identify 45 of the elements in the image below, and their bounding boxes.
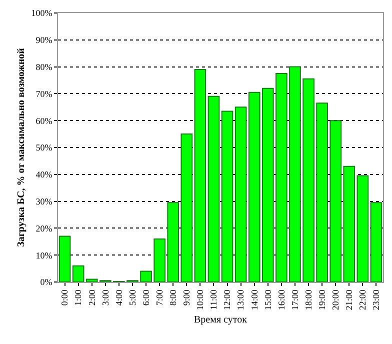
x-tick-label: 9:00 <box>182 289 192 306</box>
x-tick-label: 22:00 <box>358 289 368 310</box>
y-tick-label: 100% <box>31 8 53 18</box>
x-axis-title: Время суток <box>194 314 248 326</box>
x-tick-label: 1:00 <box>73 289 84 306</box>
x-tick-label: 2:00 <box>86 289 97 306</box>
y-tick-label: 80% <box>36 62 53 72</box>
bar <box>208 96 220 282</box>
y-axis-title: Загрузка БС, % от максимально возможной <box>16 48 28 247</box>
x-tick-label: 3:00 <box>100 289 110 306</box>
x-tick-label: 19:00 <box>316 289 327 310</box>
x-tick-label: 11:00 <box>208 289 219 310</box>
x-tick-label: 21:00 <box>344 289 354 310</box>
x-tick-label: 15:00 <box>262 289 273 310</box>
y-tick-label: 20% <box>36 223 53 234</box>
y-tick-label: 0% <box>40 277 53 288</box>
x-tick-label: 17:00 <box>290 289 300 310</box>
bar <box>370 202 382 282</box>
x-tick-label: 18:00 <box>303 289 314 310</box>
x-tick-label: 0:00 <box>60 289 70 306</box>
y-tick-label: 40% <box>36 170 53 180</box>
x-tick-label: 23:00 <box>371 289 382 310</box>
y-tick-label: 90% <box>36 35 53 46</box>
x-tick-label: 7:00 <box>154 289 164 306</box>
bar <box>72 265 84 282</box>
x-tick-label: 20:00 <box>330 289 341 310</box>
x-tick-label: 14:00 <box>249 289 260 310</box>
x-tick-label: 8:00 <box>168 289 178 306</box>
bar <box>221 110 234 282</box>
x-tick-label: 4:00 <box>114 289 124 306</box>
x-tick-label: 6:00 <box>140 289 151 306</box>
y-tick-label: 60% <box>36 116 53 126</box>
x-tick-label: 10:00 <box>195 289 206 310</box>
x-tick-label: 13:00 <box>236 289 246 310</box>
x-tick-label: 12:00 <box>222 289 232 310</box>
bar <box>58 236 71 282</box>
x-tick-label: 16:00 <box>276 289 286 310</box>
bar <box>356 175 369 282</box>
y-tick-label: 30% <box>36 196 53 206</box>
y-tick-label: 10% <box>36 250 53 260</box>
y-tick-label: 50% <box>36 142 53 153</box>
bar <box>194 68 206 282</box>
y-tick-label: 70% <box>36 88 53 99</box>
bar <box>234 106 247 282</box>
x-tick-label: 5:00 <box>127 289 138 306</box>
